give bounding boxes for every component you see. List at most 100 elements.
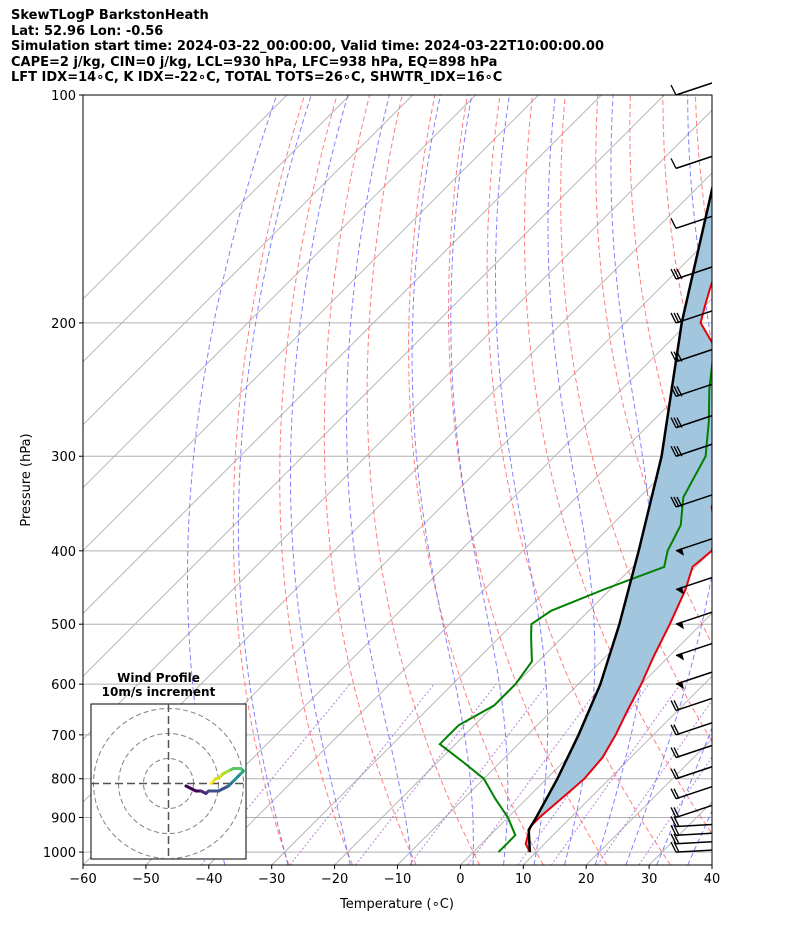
wind-barb-staff — [675, 841, 713, 845]
wind-barb-feather — [670, 84, 677, 96]
mixing-ratio-line — [467, 683, 603, 865]
wind-barb — [670, 804, 713, 819]
moist-adiabat-line — [450, 95, 509, 865]
wind-barb-feather — [673, 747, 680, 758]
wind-barb — [670, 310, 713, 324]
wind-barb-staff — [675, 744, 713, 759]
wind-barb-feather — [673, 385, 680, 397]
wind-barb-feather — [673, 841, 680, 853]
x-tick-label: −60 — [69, 872, 96, 887]
wind-barb-feather — [673, 417, 680, 428]
dry-adiabat-line — [448, 95, 608, 865]
dry-adiabat-line — [323, 95, 417, 865]
wind-barb-feather — [670, 445, 677, 457]
x-tick-label: 20 — [578, 872, 595, 887]
y-tick-label: 1000 — [43, 846, 76, 861]
wind-barb-feather — [673, 768, 680, 780]
location-line: Lat: 52.96 Lon: -0.56 — [11, 23, 164, 39]
wind-barb-staff — [675, 383, 713, 397]
y-tick-label: 900 — [51, 811, 76, 826]
hodograph-segment — [209, 779, 215, 785]
dry-adiabat-line — [761, 95, 794, 865]
dry-adiabat-line — [629, 95, 712, 539]
wind-barb-feather — [676, 268, 683, 280]
wind-barb — [675, 611, 713, 630]
wind-barb-staff — [675, 266, 713, 280]
x-tick-label: 10 — [515, 872, 532, 887]
wind-barb — [670, 348, 713, 363]
isotherm-line — [83, 95, 351, 363]
wind-barb-staff — [675, 155, 713, 170]
mixing-ratio-line — [200, 683, 351, 865]
isotherm-line — [711, 864, 712, 865]
x-axis-label: Temperature (∘C) — [339, 897, 454, 912]
wind-barb-feather — [670, 417, 677, 428]
y-tick-label: 500 — [51, 618, 76, 633]
dry-adiabat-line — [408, 95, 544, 865]
wind-barb-feather — [676, 351, 683, 362]
dry-adiabat-line — [560, 95, 712, 743]
cape-shading — [525, 189, 712, 849]
wind-barb — [670, 266, 713, 280]
wind-barb-feather — [670, 816, 677, 827]
wind-barb-feather — [670, 496, 677, 508]
dry-adiabat-line — [232, 95, 305, 865]
wind-barb — [670, 82, 713, 96]
x-tick-label: −40 — [195, 872, 222, 887]
plot-area — [83, 95, 794, 865]
chart-title: SkewTLogP BarkstonHeath — [11, 8, 209, 23]
wind-barb-feather — [673, 351, 680, 362]
mixing-ratio-line — [355, 683, 497, 865]
y-tick-label: 100 — [51, 89, 76, 104]
wind-barb-feather — [676, 496, 683, 508]
y-tick-label: 200 — [51, 317, 76, 332]
isotherm-line — [83, 109, 712, 740]
mixing-ratio-line — [409, 683, 548, 865]
wind-barb-staff — [675, 414, 713, 429]
parcel-line — [527, 183, 712, 853]
wind-barb-staff — [675, 215, 713, 230]
isotherm-line — [83, 95, 539, 552]
wind-barb-feather — [673, 788, 680, 799]
wind-barb — [675, 538, 713, 556]
wind-barb-feather — [670, 841, 677, 853]
mixing-ratio-line — [596, 699, 712, 865]
wind-barb-feather — [670, 807, 677, 818]
isotherm-line — [83, 95, 602, 615]
wind-barb-feather — [670, 724, 677, 736]
wind-barb-feather — [670, 700, 677, 711]
wind-barb-feather — [673, 268, 680, 280]
x-tick-label: 0 — [456, 872, 464, 887]
wind-barb-pennant — [676, 652, 684, 661]
wind-barb — [670, 816, 713, 828]
hodograph-subtitle: 10m/s increment — [102, 685, 216, 699]
isotherm-line — [397, 549, 712, 865]
y-tick-label: 800 — [51, 773, 76, 788]
wind-barb-feather — [676, 445, 683, 457]
wind-barb-staff — [675, 766, 713, 780]
moist-adiabat-line — [495, 95, 549, 865]
wind-barb — [670, 785, 713, 800]
dry-adiabat-line — [595, 95, 712, 645]
wind-barb-pennant — [676, 586, 684, 595]
wind-barb-staff — [675, 310, 713, 324]
mixing-ratio-line — [638, 756, 712, 865]
y-tick-label: 300 — [51, 450, 76, 465]
wind-barb-staff — [675, 722, 713, 736]
wind-barb-feather — [670, 268, 677, 280]
chart-header: SkewTLogP BarkstonHeath Lat: 52.96 Lon: … — [11, 8, 604, 86]
wind-barb-feather — [670, 158, 677, 169]
indices-line: LFT IDX=14∘C, K IDX=-22∘C, TOTAL TOTS=26… — [11, 70, 503, 85]
x-tick-label: 40 — [704, 872, 721, 887]
wind-barb — [670, 443, 713, 457]
wind-barb-staff — [675, 823, 713, 828]
dry-adiabat-line — [523, 95, 712, 835]
x-tick-label: −30 — [258, 872, 285, 887]
wind-barb — [670, 697, 713, 712]
wind-barb-feather — [676, 417, 683, 428]
wind-barb-feather — [673, 816, 680, 827]
wind-barb-feather — [673, 807, 680, 818]
wind-barb-pennant — [676, 621, 684, 630]
